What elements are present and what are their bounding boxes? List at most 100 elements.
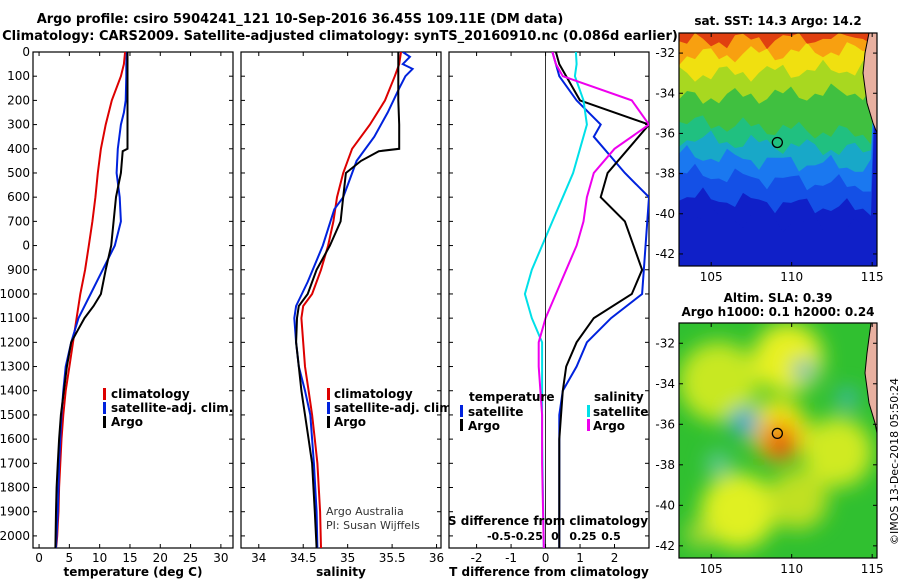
legend-swatch bbox=[327, 402, 330, 414]
map-ytick-label: -38 bbox=[655, 458, 675, 472]
legend-swatch bbox=[103, 416, 106, 428]
legend-title-temperature: temperature bbox=[469, 390, 554, 404]
map-ytick-label: -34 bbox=[655, 86, 675, 100]
ytick-label: 1700 bbox=[0, 456, 30, 470]
plot-frame-temp bbox=[32, 51, 234, 549]
legend-label-temp: satellite-adj. clim. bbox=[111, 401, 233, 415]
plot-frame-diff bbox=[448, 51, 650, 549]
map-frame-sla bbox=[678, 322, 878, 559]
ytick-label: 2000 bbox=[0, 529, 30, 543]
legend-label-temp: Argo bbox=[111, 415, 143, 429]
sla-blob bbox=[793, 360, 814, 380]
ytick-label: 1200 bbox=[0, 335, 30, 349]
map-subtitle-sla: Argo h1000: 0.1 h2000: 0.24 bbox=[681, 305, 874, 319]
xtick-label: -2 bbox=[471, 551, 483, 565]
panel-temp: 0100200300400500600700090010001100120013… bbox=[0, 45, 234, 579]
ytick-label: 400 bbox=[7, 142, 30, 156]
xtick-label: 35.5 bbox=[379, 551, 406, 565]
legend-swatch bbox=[327, 416, 330, 428]
xtick-label: 36 bbox=[429, 551, 444, 565]
legend-swatch bbox=[587, 419, 590, 431]
map-ytick-label: -40 bbox=[655, 207, 675, 221]
map-ytick-label: -34 bbox=[655, 377, 675, 391]
map-ytick-label: -42 bbox=[655, 539, 675, 553]
ytick-label: 0 bbox=[22, 239, 30, 253]
legend-label-sal: satellite-adj. clim. bbox=[334, 401, 456, 415]
panel-sal: 34 34.5 35 35.5 36 salinity climatologysatelli… bbox=[240, 51, 456, 579]
ytick-label: 200 bbox=[7, 93, 30, 107]
legend-label-diff: Argo bbox=[593, 419, 625, 433]
legend-swatch bbox=[327, 388, 330, 400]
xtick-label: 15 bbox=[122, 551, 137, 565]
map-xtick-label: 110 bbox=[780, 270, 803, 284]
legend-swatch bbox=[587, 405, 590, 417]
ytick-label: 500 bbox=[7, 166, 30, 180]
sla-blob bbox=[802, 417, 873, 488]
sla-blob bbox=[767, 469, 828, 530]
map-field-sst bbox=[679, 33, 877, 266]
x2tick-label: -0.25 bbox=[511, 530, 543, 543]
legend-swatch bbox=[103, 388, 106, 400]
map-xtick-label: 115 bbox=[861, 562, 884, 576]
argo-location-marker bbox=[771, 427, 784, 440]
series-diff-temperature-satellite bbox=[551, 52, 649, 548]
chart-title-line2: Climatology: CARS2009. Satellite-adjuste… bbox=[2, 29, 678, 44]
x2tick-label: 0.25 bbox=[569, 530, 596, 543]
xtick-label: 0 bbox=[542, 551, 550, 565]
xtick-label: 30 bbox=[213, 551, 228, 565]
legend-label-diff: Argo bbox=[468, 419, 500, 433]
ytick-label: 1300 bbox=[0, 360, 30, 374]
xtick-label: 35 bbox=[340, 551, 355, 565]
xtick-label: 25 bbox=[183, 551, 198, 565]
xtick-label: 34.5 bbox=[290, 551, 317, 565]
sla-blob bbox=[706, 452, 731, 476]
series-diff-salinity-satellite bbox=[523, 52, 588, 548]
legend-label-sal: climatology bbox=[334, 387, 413, 401]
xtick-label: 20 bbox=[153, 551, 168, 565]
series-sal-climatology bbox=[300, 52, 402, 548]
map-ytick-label: -32 bbox=[655, 46, 675, 60]
credit-line1: Argo Australia bbox=[326, 505, 404, 518]
map-ytick-label: -36 bbox=[655, 126, 675, 140]
watermark: ©IMOS 13-Dec-2018 05:50:24 bbox=[888, 378, 900, 545]
sla-blob bbox=[684, 520, 713, 549]
legend-label-diff: satellite bbox=[593, 405, 648, 419]
legend-title-salinity: salinity bbox=[594, 390, 644, 404]
map-ytick-label: -36 bbox=[655, 417, 675, 431]
ytick-label: 1400 bbox=[0, 384, 30, 398]
series-temp-argo bbox=[54, 52, 129, 548]
map-frame-sst bbox=[678, 32, 878, 267]
legend-swatch bbox=[460, 405, 463, 417]
ytick-label: 1800 bbox=[0, 481, 30, 495]
x2tick-label: -0.5 bbox=[487, 530, 511, 543]
xtick-label: 10 bbox=[92, 551, 107, 565]
ytick-label: 100 bbox=[7, 69, 30, 83]
ytick-label: 300 bbox=[7, 118, 30, 132]
xtick-label: 2 bbox=[611, 551, 619, 565]
map-field-sla bbox=[679, 323, 877, 558]
ytick-label: 1600 bbox=[0, 432, 30, 446]
map-ytick-label: -38 bbox=[655, 167, 675, 181]
map-xtick-label: 105 bbox=[700, 270, 723, 284]
map-title-sst: sat. SST: 14.3 Argo: 14.2 bbox=[694, 14, 861, 28]
map-sla: -32 -34 -36 -38 -40 -42 105 110 115 Altim. SLA: 0… bbox=[655, 291, 883, 576]
series-diff-temperature-argo bbox=[554, 52, 649, 548]
ytick-label: 1100 bbox=[0, 311, 30, 325]
xlabel-sal: salinity bbox=[316, 565, 366, 579]
sst-band bbox=[679, 33, 877, 50]
ytick-label: 700 bbox=[7, 214, 30, 228]
argo-location-marker bbox=[771, 136, 784, 149]
sla-blob bbox=[730, 407, 759, 436]
credit-line2: PI: Susan Wijffels bbox=[326, 519, 420, 532]
xtick-label: 1 bbox=[576, 551, 584, 565]
plot-frame-sal bbox=[240, 51, 442, 549]
x2tick-label: 0.5 bbox=[601, 530, 621, 543]
map-sst: -32 -34 -36 -38 -40 -42 105 110 115 sat. SST: 14.… bbox=[655, 14, 883, 284]
sla-blob bbox=[679, 341, 759, 422]
xtick-label: 5 bbox=[66, 551, 74, 565]
xlabel-diff: T difference from climatology bbox=[449, 565, 649, 579]
ytick-label: 1500 bbox=[0, 408, 30, 422]
ytick-label: 900 bbox=[7, 263, 30, 277]
legend-label-diff: satellite bbox=[468, 405, 523, 419]
map-xtick-label: 115 bbox=[861, 270, 884, 284]
